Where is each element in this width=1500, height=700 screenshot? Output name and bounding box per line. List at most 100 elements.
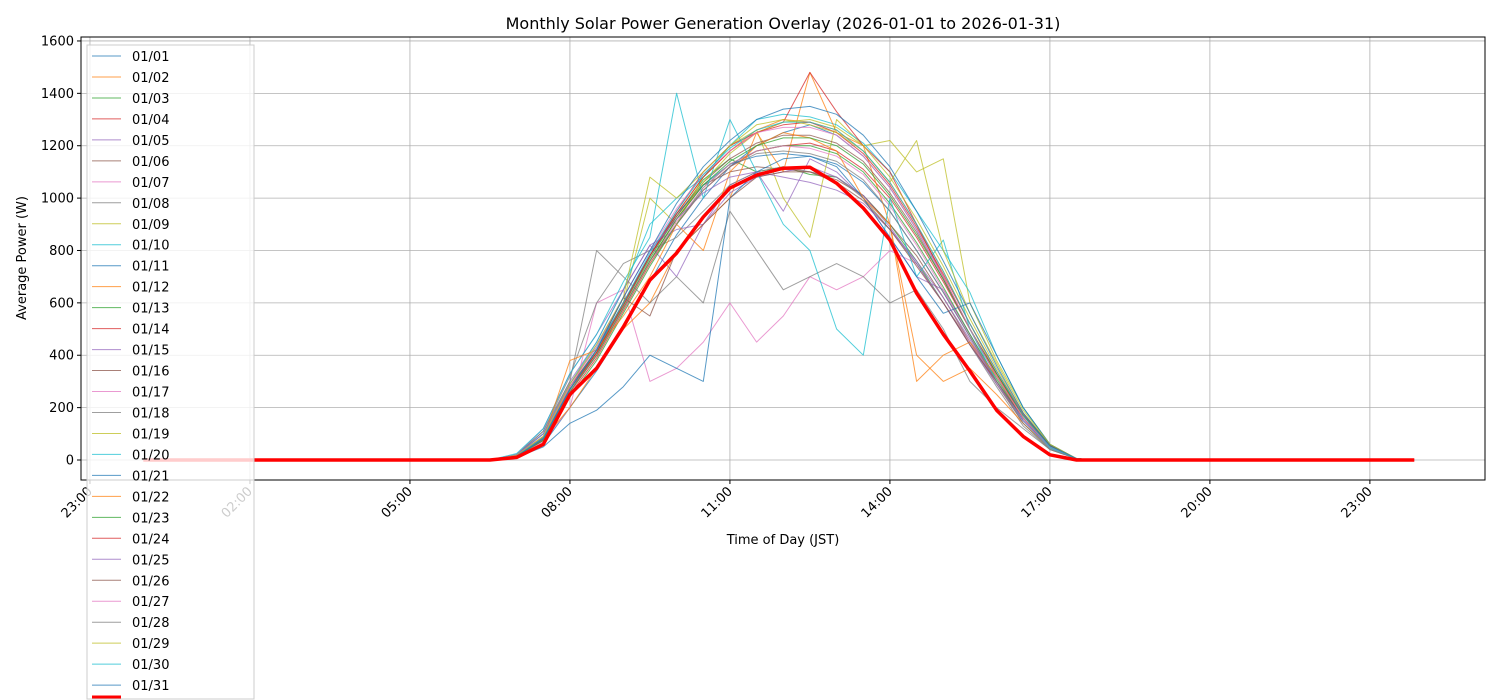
legend-item: 01/26	[92, 574, 169, 589]
legend-label: 01/11	[132, 260, 169, 275]
legend-label: 01/02	[132, 71, 169, 86]
series-lines	[143, 71, 1415, 462]
legend-label: 01/05	[132, 134, 169, 149]
legend-item: 01/01	[92, 50, 169, 65]
y-tick-label: 0	[66, 454, 74, 469]
y-tick-label: 400	[49, 349, 74, 364]
legend-label: 01/10	[132, 239, 169, 254]
grid	[81, 37, 1485, 480]
legend-item: 01/18	[92, 406, 169, 421]
series-line-01-11	[143, 153, 1415, 461]
y-tick-label: 200	[49, 401, 74, 416]
legend-item: 01/11	[92, 260, 169, 275]
legend-item: 01/10	[92, 239, 169, 254]
legend-label: 01/16	[132, 365, 169, 380]
series-line-01-21	[143, 155, 1415, 461]
legend-item: 01/15	[92, 344, 169, 359]
series-line-01-31	[143, 105, 1415, 461]
x-tick-label: 05:00	[379, 484, 416, 521]
x-axis-ticks: 23:0002:0005:0008:0011:0014:0017:0020:00…	[59, 480, 1376, 521]
legend-label: 01/17	[132, 386, 169, 401]
legend-item: 01/06	[92, 155, 169, 170]
legend-label: 01/20	[132, 448, 169, 463]
legend-item: 01/03	[92, 92, 169, 107]
legend-item: 01/23	[92, 511, 169, 526]
legend-item: 01/30	[92, 658, 169, 673]
series-line-01-27	[143, 126, 1415, 461]
x-axis-label: Time of Day (JST)	[726, 533, 840, 548]
legend-item: 01/31	[92, 679, 169, 694]
legend-box	[86, 44, 255, 700]
legend-item: 01/20	[92, 448, 169, 463]
legend-item: 01/29	[92, 637, 169, 652]
legend-label: 01/09	[132, 218, 169, 233]
x-tick-label: 08:00	[539, 484, 576, 521]
legend-item: 01/17	[92, 386, 169, 401]
series-line-01-20	[143, 92, 1415, 461]
legend-label: 01/24	[132, 532, 169, 547]
y-axis-label: Average Power (W)	[15, 196, 30, 320]
legend-item: 01/16	[92, 365, 169, 380]
legend-item: 01/02	[92, 71, 169, 86]
y-axis-ticks: 0 200 400 600 800 1000 1200 1400 1600	[41, 34, 81, 469]
plot-frame	[80, 36, 1486, 481]
legend-item: 01/07	[92, 176, 169, 191]
legend-label: 01/08	[132, 197, 169, 212]
legend-label: 01/31	[132, 679, 169, 694]
series-line-01-12	[143, 71, 1415, 461]
series-line-01-15	[143, 166, 1415, 461]
y-tick-label: 1000	[41, 192, 74, 207]
legend-item: 01/27	[92, 595, 169, 610]
legend-label: 01/22	[132, 490, 169, 505]
average-line	[143, 165, 1415, 462]
series-line-01-06	[143, 166, 1415, 461]
legend-label: 01/04	[132, 113, 169, 128]
y-tick-label: 800	[49, 244, 74, 259]
y-tick-label: 1200	[41, 139, 74, 154]
legend-item: 01/22	[92, 490, 169, 505]
legend-item: 01/25	[92, 553, 169, 568]
legend-label: 01/30	[132, 658, 169, 673]
series-line-01-14	[143, 71, 1415, 461]
legend-label: 01/03	[132, 92, 169, 107]
legend-label: 01/06	[132, 155, 169, 170]
legend: 01/01 01/02 01/03 01/04 01/05 01/06 01/07 01/08…	[86, 44, 255, 700]
x-tick-label: 17:00	[1019, 484, 1056, 521]
legend-item: 01/04	[92, 113, 169, 128]
legend-label: 01/21	[132, 469, 169, 484]
legend-label: 01/01	[132, 50, 169, 65]
legend-label: 01/12	[132, 281, 169, 296]
legend-label: 01/14	[132, 323, 169, 338]
legend-item: 01/24	[92, 532, 169, 547]
legend-label: 01/28	[132, 616, 169, 631]
legend-item: 01/05	[92, 134, 169, 149]
series-line-01-04	[143, 142, 1415, 461]
series-line-01-28	[143, 150, 1415, 461]
legend-label: 01/18	[132, 406, 169, 421]
series-line-01-08	[143, 166, 1415, 461]
chart-title: Monthly Solar Power Generation Overlay (…	[506, 14, 1061, 33]
legend-label: 01/23	[132, 511, 169, 526]
legend-item: 01/21	[92, 469, 169, 484]
legend-label: 01/26	[132, 574, 169, 589]
series-line-01-22	[143, 132, 1415, 461]
legend-item: 01/12	[92, 281, 169, 296]
legend-item: 01/14	[92, 323, 169, 338]
legend-label: 01/29	[132, 637, 169, 652]
legend-item: 01/13	[92, 302, 169, 317]
series-line-01-18	[143, 210, 1415, 461]
x-tick-label: 20:00	[1179, 484, 1216, 521]
series-line-01-16	[143, 134, 1415, 461]
legend-label: 01/27	[132, 595, 169, 610]
legend-label: 01/13	[132, 302, 169, 317]
legend-item: 01/28	[92, 616, 169, 631]
legend-label: 01/25	[132, 553, 169, 568]
series-line-01-05	[143, 158, 1415, 461]
y-tick-label: 600	[49, 296, 74, 311]
legend-label: 01/19	[132, 427, 169, 442]
legend-item: 01/19	[92, 427, 169, 442]
legend-label: 01/15	[132, 344, 169, 359]
x-tick-label: 23:00	[1339, 484, 1376, 521]
y-tick-label: 1400	[41, 87, 74, 102]
